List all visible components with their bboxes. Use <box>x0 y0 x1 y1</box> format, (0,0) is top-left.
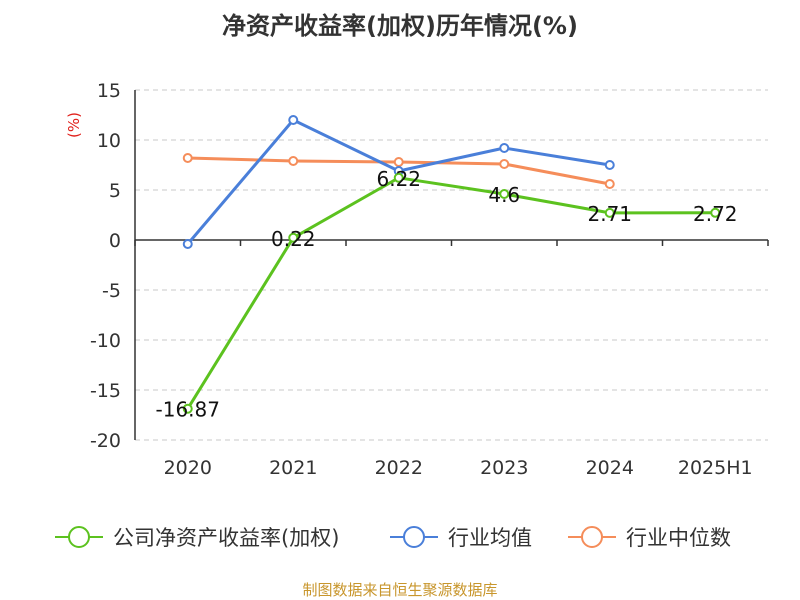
legend-label: 公司净资产收益率(加权) <box>113 526 339 550</box>
data-label: 2.71 <box>587 202 632 226</box>
y-tick-label: 0 <box>109 230 121 252</box>
y-tick-label: 10 <box>97 130 121 152</box>
series-line <box>186 176 716 410</box>
legend: 公司净资产收益率(加权) 行业均值 行业中位数 <box>55 526 731 550</box>
data-point <box>288 156 299 166</box>
source-note: 制图数据来自恒生聚源数据库 <box>302 581 498 599</box>
data-label: 6.22 <box>376 167 421 191</box>
x-tick-label: 2021 <box>269 457 317 479</box>
legend-marker-icon <box>581 526 603 548</box>
x-tick-label: 2024 <box>586 457 634 479</box>
x-tick-label: 2020 <box>164 457 212 479</box>
axes: 15 10 5 0 -5 -10 -15 -20 2020 2021 2022 2023 2024 202… <box>65 80 769 479</box>
data-label: 0.22 <box>271 227 316 251</box>
y-tick-label: -20 <box>90 430 121 452</box>
legend-label: 行业均值 <box>448 526 532 550</box>
x-tick-label: 2023 <box>480 457 528 479</box>
y-axis-label: (%) <box>65 112 83 138</box>
x-tick-label: 2025H1 <box>678 457 753 479</box>
series-points <box>182 115 721 414</box>
data-point <box>499 143 510 153</box>
y-tick-label: -10 <box>90 330 121 352</box>
data-point <box>393 157 404 167</box>
data-point <box>182 153 193 163</box>
grid-lines <box>135 89 768 441</box>
data-point <box>182 403 193 414</box>
data-point <box>182 239 193 249</box>
data-point <box>604 207 615 218</box>
chart-title: 净资产收益率(加权)历年情况(%) <box>222 12 578 40</box>
y-tick-label: 15 <box>97 80 121 102</box>
legend-marker-icon <box>68 526 90 548</box>
data-point <box>393 172 404 183</box>
data-label: -16.87 <box>156 398 220 422</box>
y-tick-label: -15 <box>90 380 121 402</box>
data-label: 4.6 <box>488 183 520 207</box>
legend-marker-icon <box>403 526 425 548</box>
data-point <box>288 115 299 125</box>
data-point <box>710 207 721 218</box>
data-point <box>604 179 615 189</box>
data-point <box>499 189 510 199</box>
y-tick-label: -5 <box>102 280 121 302</box>
data-point <box>288 232 299 243</box>
series-lines <box>186 118 716 410</box>
data-point <box>499 159 510 169</box>
y-tick-label: 5 <box>109 180 121 202</box>
data-label: 2.72 <box>693 202 738 226</box>
data-labels: -16.87 0.22 6.22 4.6 2.71 2.72 <box>156 167 738 422</box>
x-tick-label: 2022 <box>375 457 423 479</box>
data-point <box>604 160 615 170</box>
legend-label: 行业中位数 <box>626 526 731 550</box>
